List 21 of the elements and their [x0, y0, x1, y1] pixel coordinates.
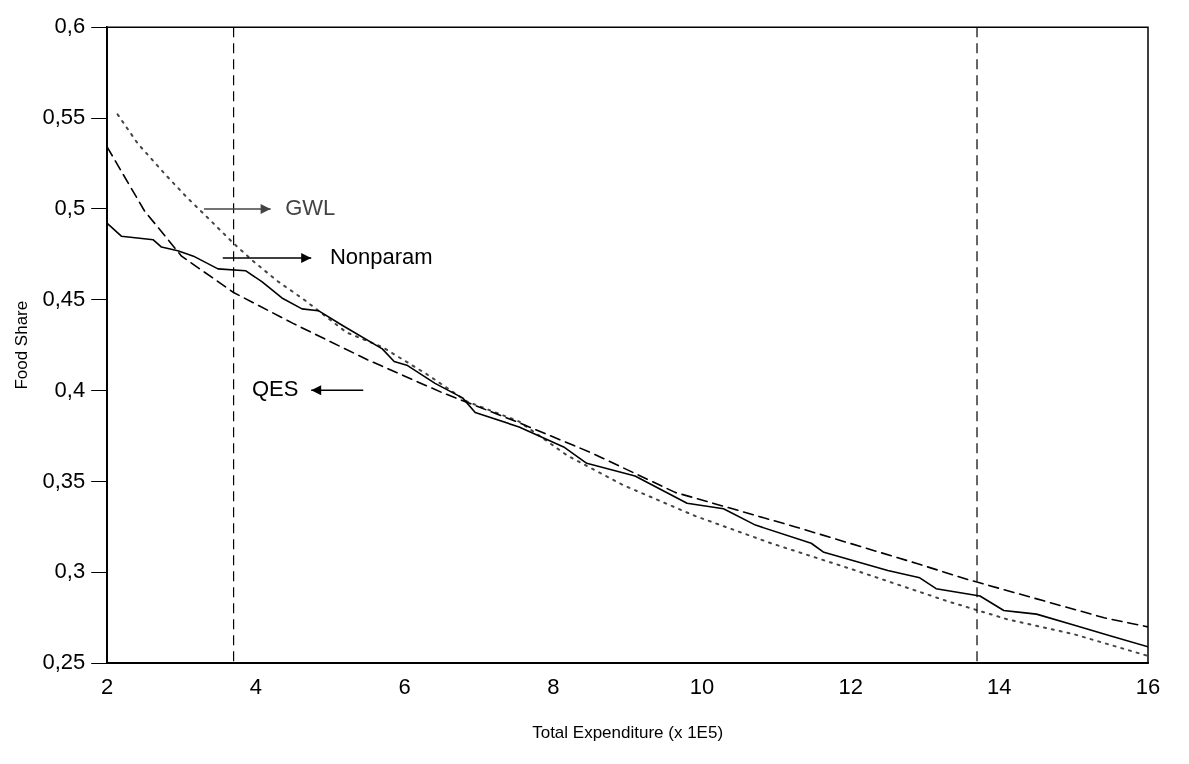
text: QES	[251, 376, 299, 402]
x-tick-label: 10	[689, 674, 715, 700]
legend-label: GWL	[285, 195, 336, 221]
y-tick-label: 0,25	[42, 649, 86, 675]
x-tick-label: 2	[101, 674, 114, 700]
y-axis-title: Food Share	[11, 300, 31, 390]
x-tick-label: 12	[838, 674, 863, 700]
x-tick-label: 6	[398, 674, 411, 700]
y-tick-label: 0,45	[42, 285, 86, 311]
x-axis-title: Total Expenditure (x 1E5)	[532, 723, 724, 743]
x-tick-label: 4	[249, 674, 263, 700]
y-tick-label: 0,6	[54, 13, 86, 39]
y-tick-label: 0,35	[42, 467, 86, 493]
x-tick-label: 14	[987, 674, 1012, 700]
legend-label: Nonparam	[329, 244, 433, 270]
y-tick-label: 0,5	[54, 194, 86, 220]
y-tick-label: 0,3	[54, 558, 86, 584]
x-tick-label: 16	[1135, 674, 1161, 700]
x-tick-label: 8	[547, 674, 560, 700]
y-tick-label: 0,4	[54, 376, 86, 402]
y-tick-label: 0,55	[42, 104, 86, 130]
